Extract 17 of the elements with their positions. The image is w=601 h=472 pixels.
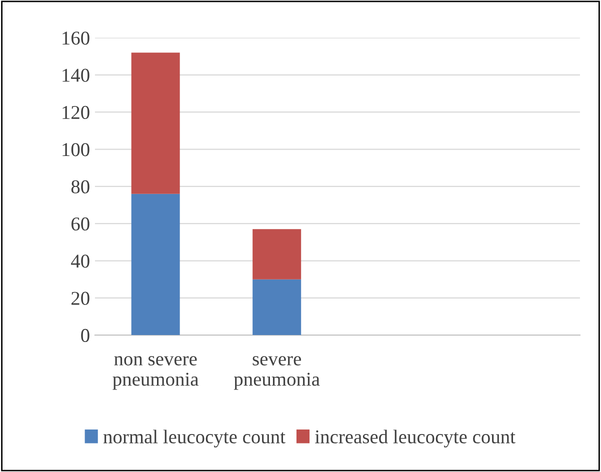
y-tick-label: 20 — [72, 292, 90, 305]
y-tick-label: 60 — [71, 217, 90, 231]
y-tick-label: 40 — [71, 254, 90, 268]
bar — [131, 52, 180, 194]
y-tick-label: 100 — [62, 143, 90, 156]
bar — [131, 194, 180, 336]
y-tick-label: 160 — [62, 32, 90, 45]
x-tick-label: severe pneumonia — [234, 356, 320, 390]
bar — [252, 229, 302, 280]
y-tick-label: 80 — [71, 180, 90, 194]
bar — [252, 279, 302, 336]
legend-label: normal leucocyte count — [103, 430, 286, 448]
y-tick-label: 0 — [81, 328, 90, 342]
y-tick-label: 120 — [62, 106, 90, 120]
x-tick-label: non severe pneumonia — [112, 356, 199, 390]
y-tick-label: 140 — [62, 68, 90, 82]
legend-label: increased leucocyte count — [315, 430, 516, 448]
